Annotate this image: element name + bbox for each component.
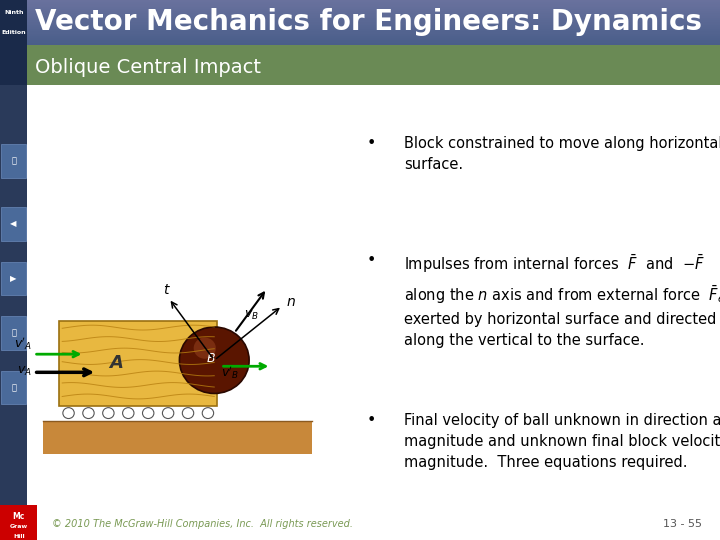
Bar bbox=[43, 421, 312, 454]
Bar bbox=[0, 9, 720, 10]
Text: Impulses from internal forces  $\bar{F}$  and  $-\bar{F}$
along the $n$ axis and: Impulses from internal forces $\bar{F}$ … bbox=[405, 253, 720, 348]
Bar bbox=[0, 505, 37, 540]
Text: •: • bbox=[366, 136, 376, 151]
Bar bbox=[0, 39, 720, 40]
Bar bbox=[1, 370, 26, 404]
Text: Mc: Mc bbox=[12, 511, 25, 521]
Text: Oblique Central Impact: Oblique Central Impact bbox=[35, 58, 261, 77]
Text: ⏭: ⏭ bbox=[12, 383, 16, 392]
Text: Block constrained to move along horizontal
surface.: Block constrained to move along horizont… bbox=[405, 136, 720, 172]
Text: 🏠: 🏠 bbox=[12, 157, 16, 165]
Bar bbox=[0, 45, 27, 85]
Bar bbox=[0, 0, 720, 1]
Bar bbox=[0, 11, 720, 12]
Text: •: • bbox=[366, 413, 376, 428]
Bar bbox=[0, 8, 720, 9]
Bar bbox=[0, 6, 720, 8]
Text: Ninth: Ninth bbox=[4, 10, 24, 15]
Bar bbox=[1, 316, 26, 350]
Text: $v'_B$: $v'_B$ bbox=[221, 364, 239, 381]
Bar bbox=[0, 2, 720, 3]
Bar bbox=[1, 207, 26, 240]
Text: Edition: Edition bbox=[1, 30, 26, 35]
Text: 13 - 55: 13 - 55 bbox=[663, 519, 702, 529]
Text: ◀: ◀ bbox=[10, 219, 17, 228]
Bar bbox=[0, 40, 720, 42]
Bar bbox=[0, 14, 720, 15]
Text: Final velocity of ball unknown in direction and
magnitude and unknown final bloc: Final velocity of ball unknown in direct… bbox=[405, 413, 720, 470]
Circle shape bbox=[163, 408, 174, 418]
Bar bbox=[0, 1, 720, 2]
Circle shape bbox=[179, 327, 249, 394]
Bar bbox=[0, 27, 720, 28]
Text: $v_B$: $v_B$ bbox=[244, 309, 258, 322]
Bar bbox=[0, 15, 720, 16]
Text: Vector Mechanics for Engineers: Dynamics: Vector Mechanics for Engineers: Dynamics bbox=[35, 9, 701, 36]
Bar bbox=[0, 43, 720, 44]
Bar bbox=[0, 32, 720, 33]
Bar bbox=[0, 24, 720, 25]
Text: t: t bbox=[163, 283, 168, 297]
Text: n: n bbox=[287, 295, 296, 309]
Bar bbox=[0, 3, 720, 4]
Circle shape bbox=[194, 338, 216, 359]
Bar bbox=[0, 12, 720, 14]
Circle shape bbox=[63, 408, 74, 418]
Bar bbox=[0, 35, 720, 36]
Bar bbox=[0, 20, 720, 21]
Circle shape bbox=[202, 408, 214, 418]
Bar bbox=[0, 36, 720, 37]
Text: Graw: Graw bbox=[9, 524, 28, 529]
Bar bbox=[0, 30, 720, 31]
Bar bbox=[0, 28, 720, 29]
Bar bbox=[1, 144, 26, 178]
Bar bbox=[0, 19, 720, 20]
Bar bbox=[0, 18, 720, 19]
Bar bbox=[0, 33, 720, 35]
Bar bbox=[0, 10, 720, 11]
Text: A: A bbox=[109, 354, 123, 372]
Bar bbox=[0, 38, 720, 39]
Text: Hill: Hill bbox=[13, 534, 24, 539]
Circle shape bbox=[103, 408, 114, 418]
Text: $v'_A$: $v'_A$ bbox=[14, 336, 32, 352]
Bar bbox=[0, 21, 720, 22]
Bar bbox=[0, 16, 720, 17]
Circle shape bbox=[122, 408, 134, 418]
Text: ▶: ▶ bbox=[10, 274, 17, 283]
Bar bbox=[0, 44, 720, 45]
Circle shape bbox=[143, 408, 154, 418]
Circle shape bbox=[182, 408, 194, 418]
Polygon shape bbox=[59, 321, 217, 406]
Text: •: • bbox=[366, 253, 376, 268]
Bar bbox=[0, 22, 720, 24]
Text: $v_A$: $v_A$ bbox=[17, 365, 32, 378]
Bar bbox=[0, 5, 720, 6]
Bar bbox=[0, 17, 720, 18]
Bar bbox=[0, 4, 720, 5]
Text: B: B bbox=[207, 352, 215, 365]
Circle shape bbox=[83, 408, 94, 418]
Bar bbox=[0, 25, 720, 26]
Text: © 2010 The McGraw-Hill Companies, Inc.  All rights reserved.: © 2010 The McGraw-Hill Companies, Inc. A… bbox=[52, 519, 353, 529]
Bar bbox=[0, 31, 720, 32]
Bar bbox=[0, 29, 720, 30]
Bar bbox=[0, 42, 720, 43]
Bar bbox=[0, 37, 720, 38]
Bar bbox=[1, 261, 26, 295]
Text: ⏮: ⏮ bbox=[12, 328, 16, 338]
Bar bbox=[0, 0, 27, 45]
Bar bbox=[0, 26, 720, 27]
